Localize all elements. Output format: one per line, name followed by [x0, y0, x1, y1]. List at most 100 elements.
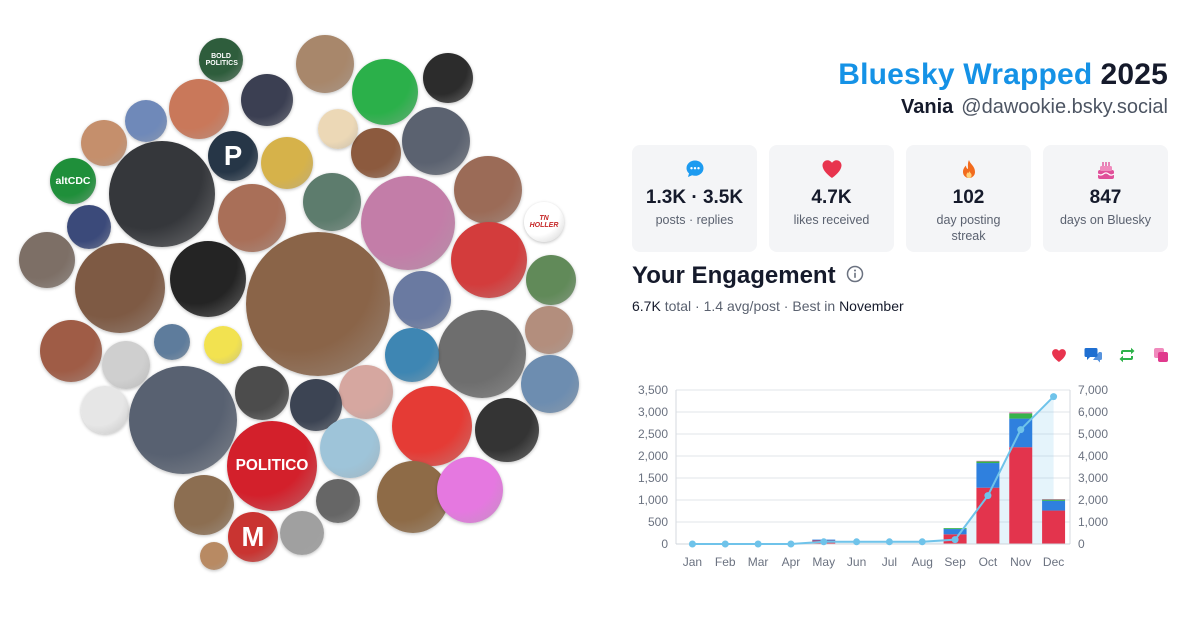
- y-tick-label: 500: [648, 515, 668, 529]
- y2-tick-label: 5,000: [1078, 427, 1108, 441]
- avatar[interactable]: [318, 109, 358, 149]
- avatar[interactable]: [437, 457, 503, 523]
- x-tick-label: Dec: [1043, 555, 1064, 569]
- avatar-politico[interactable]: POLITICO: [227, 421, 317, 511]
- avatar-tn-holler[interactable]: TN HOLLER: [524, 202, 564, 242]
- avatar[interactable]: [218, 184, 286, 252]
- x-tick-label: Feb: [715, 555, 736, 569]
- avatar[interactable]: [67, 205, 111, 249]
- avatar[interactable]: [475, 398, 539, 462]
- x-tick-label: Sep: [944, 555, 966, 569]
- avatar[interactable]: [246, 232, 390, 376]
- avatar[interactable]: [261, 137, 313, 189]
- cake-icon: [1043, 159, 1168, 181]
- stat-value: 102: [952, 187, 985, 208]
- avatar-label: P: [223, 140, 243, 172]
- stat-card-likes: 4.7K likes received: [769, 145, 894, 252]
- bar-oct-s1: [976, 463, 1000, 488]
- avatar[interactable]: [525, 306, 573, 354]
- flame-icon: [906, 159, 1031, 181]
- x-tick-label: Aug: [912, 555, 933, 569]
- avatar[interactable]: [235, 366, 289, 420]
- avatar[interactable]: [40, 320, 102, 382]
- y-tick-label: 2,500: [638, 427, 668, 441]
- bar-oct-s2: [976, 461, 1000, 464]
- user-handle: @dawookie.bsky.social: [961, 96, 1168, 118]
- avatar[interactable]: [296, 35, 354, 93]
- avatar[interactable]: [303, 173, 361, 231]
- avatar[interactable]: [392, 386, 472, 466]
- avatar[interactable]: [125, 100, 167, 142]
- avatar[interactable]: [352, 59, 418, 125]
- x-tick-label: Jul: [882, 555, 897, 569]
- avatar[interactable]: [454, 156, 522, 224]
- bar-sep-s2: [943, 528, 967, 530]
- avatar[interactable]: [129, 366, 237, 474]
- avatar[interactable]: [75, 243, 165, 333]
- avatar-bold-politics[interactable]: BOLD POLITICS: [199, 38, 243, 82]
- avatar[interactable]: [81, 386, 129, 434]
- avatar[interactable]: [521, 355, 579, 413]
- avatar[interactable]: [316, 479, 360, 523]
- engagement-chart: 0 500 1,000 1,500 2,000 2,500 3,000 3,500 0 1,000…: [638, 383, 1108, 569]
- avatar[interactable]: [200, 542, 228, 570]
- avatar[interactable]: [451, 222, 527, 298]
- avatar[interactable]: [102, 341, 150, 389]
- avatar[interactable]: [385, 328, 439, 382]
- avatar-label: M: [241, 521, 265, 553]
- avatar[interactable]: [393, 271, 451, 329]
- heart-toggle-icon[interactable]: [1050, 346, 1068, 364]
- avatar[interactable]: [174, 475, 234, 535]
- avatar[interactable]: [438, 310, 526, 398]
- avatar-label: BOLD POLITICS: [205, 53, 238, 67]
- bar-dec-s2: [1042, 499, 1066, 501]
- y2-tick-label: 0: [1078, 537, 1085, 551]
- avatar[interactable]: [526, 255, 576, 305]
- avatar-label: TN HOLLER: [529, 215, 559, 229]
- avatar[interactable]: [154, 324, 190, 360]
- stat-value: 1.3K · 3.5K: [645, 187, 744, 208]
- engagement-total: 6.7K: [632, 298, 661, 314]
- y2-tick-label: 6,000: [1078, 405, 1108, 419]
- cumulative-point-may: [820, 538, 828, 546]
- avatar-m[interactable]: M: [228, 512, 278, 562]
- avatar[interactable]: [169, 79, 229, 139]
- cumulative-point-mar: [754, 540, 762, 548]
- stat-label: likes received: [793, 213, 870, 227]
- avatar[interactable]: [109, 141, 215, 247]
- avatar[interactable]: [361, 176, 455, 270]
- avatar[interactable]: [320, 418, 380, 478]
- y2-tick-label: 7,000: [1078, 383, 1108, 397]
- y-tick-label: 1,000: [638, 493, 668, 507]
- info-icon[interactable]: [846, 262, 864, 290]
- header: Bluesky Wrapped 2025 Vania @dawookie.bsky.…: [838, 58, 1168, 119]
- cumulative-point-jun: [853, 538, 861, 546]
- avatar-altcdc[interactable]: altCDC: [50, 158, 96, 204]
- bar-dec-s3: [1042, 499, 1066, 500]
- quote-toggle-icon[interactable]: [1152, 346, 1170, 364]
- reply-toggle-icon[interactable]: [1084, 346, 1102, 364]
- avatar[interactable]: [280, 511, 324, 555]
- cumulative-point-apr: [787, 540, 795, 548]
- bar-nov-s3: [1009, 412, 1033, 414]
- x-tick-label: Jun: [847, 555, 866, 569]
- stat-label: day posting streak: [936, 213, 1001, 243]
- engagement-total-suffix: total: [664, 298, 692, 314]
- y2-tick-label: 1,000: [1078, 515, 1108, 529]
- engagement-header: Your Engagement: [632, 262, 904, 290]
- avatar[interactable]: [339, 365, 393, 419]
- avatar[interactable]: [170, 241, 246, 317]
- avatar[interactable]: [423, 53, 473, 103]
- avatar[interactable]: [204, 326, 242, 364]
- avatar[interactable]: [351, 128, 401, 178]
- repost-toggle-icon[interactable]: [1118, 346, 1136, 364]
- x-tick-label: Oct: [979, 555, 998, 569]
- avatar[interactable]: [19, 232, 75, 288]
- cumulative-point-oct: [984, 492, 992, 500]
- avatar[interactable]: [241, 74, 293, 126]
- user-line: Vania @dawookie.bsky.social: [838, 96, 1168, 119]
- avatar-p[interactable]: P: [208, 131, 258, 181]
- avatar[interactable]: [81, 120, 127, 166]
- avatar[interactable]: [402, 107, 470, 175]
